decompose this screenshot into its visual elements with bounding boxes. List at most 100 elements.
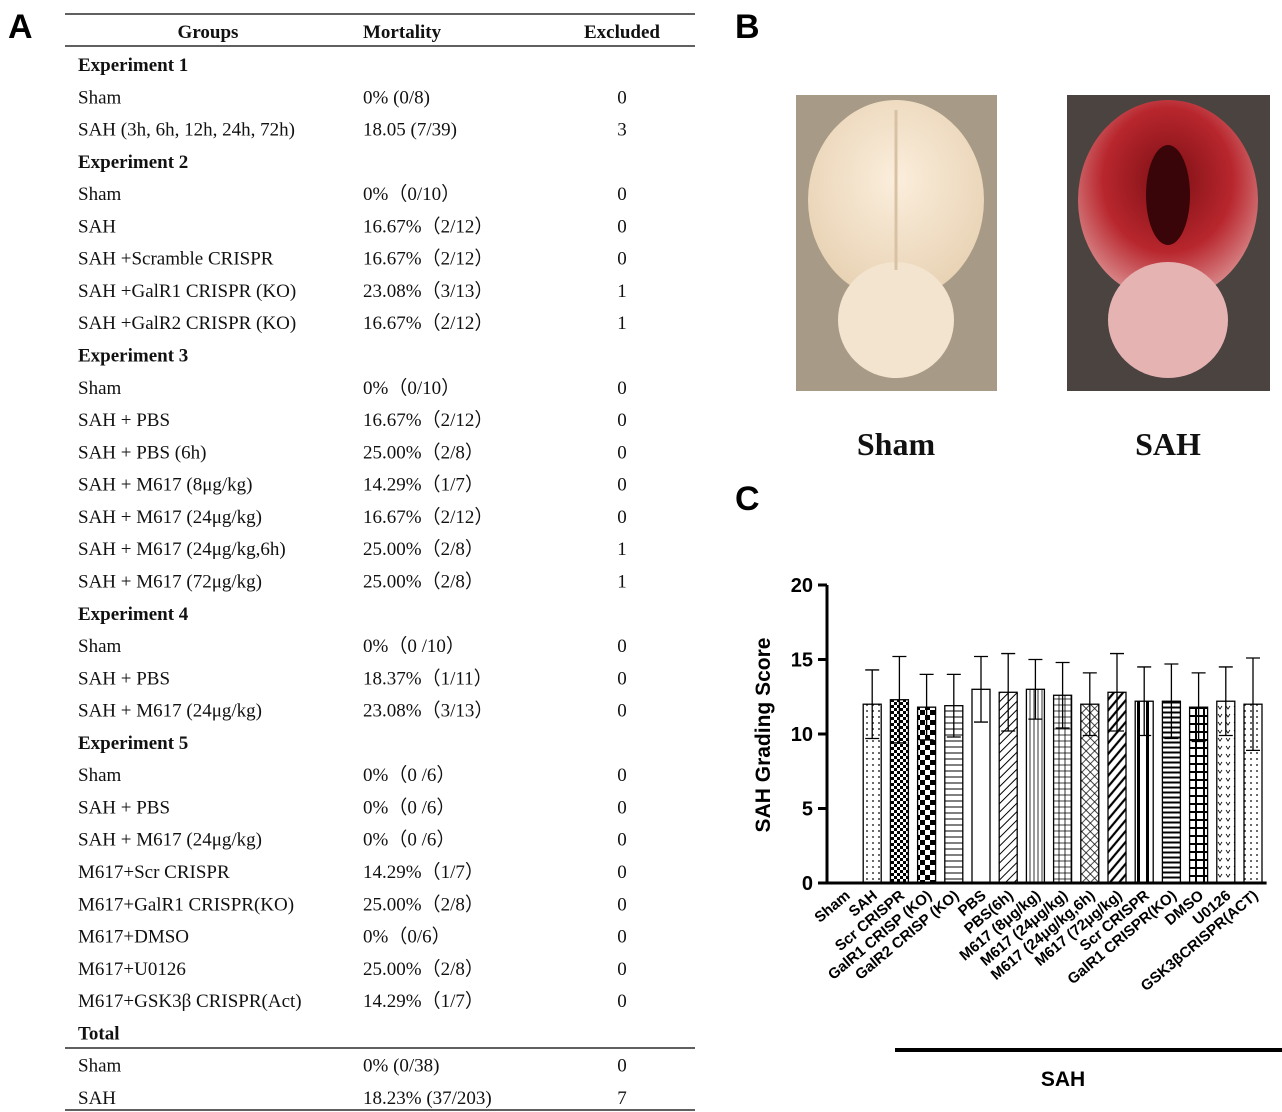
excluded-cell: 0 bbox=[617, 668, 627, 689]
mortality-cell: 18.23% (37/203) bbox=[363, 1088, 492, 1109]
excluded-cell: 0 bbox=[617, 184, 627, 205]
mortality-cell: 25.00%（2/8） bbox=[363, 958, 484, 980]
mortality-cell: 0%（0/10） bbox=[363, 183, 460, 205]
excluded-cell: 1 bbox=[617, 571, 627, 592]
group-cell: SAH + PBS bbox=[78, 410, 170, 431]
mortality-cell: 0% (0/38) bbox=[363, 1056, 440, 1077]
excluded-cell: 0 bbox=[617, 1056, 627, 1077]
y-tick-label: 15 bbox=[791, 650, 813, 672]
group-cell: M617+GalR1 CRISPR(KO) bbox=[78, 894, 294, 915]
mortality-cell: 18.05 (7/39) bbox=[363, 120, 457, 141]
photo-label: SAH bbox=[1135, 426, 1201, 462]
mortality-cell: 14.29%（1/7） bbox=[363, 990, 484, 1012]
group-cell: SAH + M617 (24μg/kg) bbox=[78, 701, 262, 722]
excluded-cell: 0 bbox=[617, 765, 627, 786]
excluded-cell: 0 bbox=[617, 927, 627, 948]
y-tick-label: 0 bbox=[802, 873, 813, 895]
mortality-cell: 16.67%（2/12） bbox=[363, 506, 493, 528]
group-cell: SAH + PBS bbox=[78, 797, 170, 818]
excluded-cell: 0 bbox=[617, 507, 627, 528]
group-cell: SAH +GalR2 CRISPR (KO) bbox=[78, 313, 296, 334]
mortality-cell: 0%（0 /6） bbox=[363, 764, 455, 786]
y-tick-label: 10 bbox=[791, 724, 813, 746]
panel-label: C bbox=[735, 480, 760, 518]
group-cell: SAH + M617 (72μg/kg) bbox=[78, 571, 262, 592]
section-heading: Experiment 4 bbox=[78, 604, 189, 625]
mortality-cell: 25.00%（2/8） bbox=[363, 570, 484, 592]
mortality-cell: 14.29%（1/7） bbox=[363, 861, 484, 883]
group-cell: SAH + M617 (24μg/kg) bbox=[78, 830, 262, 851]
mortality-cell: 0%（0 /6） bbox=[363, 796, 455, 818]
excluded-cell: 0 bbox=[617, 249, 627, 270]
excluded-cell: 1 bbox=[617, 313, 627, 334]
mortality-cell: 23.08%（3/13） bbox=[363, 280, 493, 302]
mortality-cell: 16.67%（2/12） bbox=[363, 248, 493, 270]
group-cell: SAH + M617 (8μg/kg) bbox=[78, 475, 253, 496]
group-cell: SAH bbox=[78, 216, 116, 237]
group-cell: SAH + PBS bbox=[78, 668, 170, 689]
excluded-cell: 3 bbox=[617, 120, 627, 141]
group-cell: SAH +Scramble CRISPR bbox=[78, 249, 274, 270]
section-heading: Experiment 3 bbox=[78, 346, 188, 367]
mortality-cell: 0%（0/6） bbox=[363, 926, 451, 948]
group-cell: SAH +GalR1 CRISPR (KO) bbox=[78, 281, 296, 302]
mortality-cell: 16.67%（2/12） bbox=[363, 409, 493, 431]
section-heading: Experiment 1 bbox=[78, 55, 188, 76]
group-cell: M617+Scr CRISPR bbox=[78, 862, 230, 883]
excluded-cell: 0 bbox=[617, 636, 627, 657]
excluded-cell: 0 bbox=[617, 378, 627, 399]
photo-sham bbox=[796, 95, 997, 391]
mortality-cell: 0%（0 /10） bbox=[363, 635, 465, 657]
group-cell: SAH + M617 (24μg/kg,6h) bbox=[78, 539, 286, 560]
excluded-cell: 0 bbox=[617, 216, 627, 237]
y-tick-label: 20 bbox=[791, 575, 813, 597]
y-axis-label: SAH Grading Score bbox=[752, 638, 775, 833]
mortality-cell: 18.37%（1/11） bbox=[363, 667, 493, 689]
group-cell: Sham bbox=[78, 87, 122, 108]
excluded-cell: 0 bbox=[617, 894, 627, 915]
group-cell: Sham bbox=[78, 184, 122, 205]
excluded-cell: 0 bbox=[617, 410, 627, 431]
excluded-cell: 0 bbox=[617, 830, 627, 851]
excluded-cell: 0 bbox=[617, 87, 627, 108]
group-cell: M617+GSK3β CRISPR(Act) bbox=[78, 991, 302, 1012]
column-header: Excluded bbox=[584, 22, 660, 43]
mortality-cell: 25.00%（2/8） bbox=[363, 538, 484, 560]
mortality-cell: 16.67%（2/12） bbox=[363, 312, 493, 334]
photo-sah bbox=[1067, 95, 1270, 391]
excluded-cell: 0 bbox=[617, 862, 627, 883]
group-cell: SAH + M617 (24μg/kg) bbox=[78, 507, 262, 528]
group-cell: Sham bbox=[78, 765, 122, 786]
excluded-cell: 0 bbox=[617, 959, 627, 980]
panel-label: A bbox=[8, 8, 33, 46]
column-header: Groups bbox=[178, 22, 239, 43]
group-cell: SAH + PBS (6h) bbox=[78, 442, 206, 463]
group-label: SAH bbox=[1041, 1068, 1085, 1091]
group-cell: SAH (3h, 6h, 12h, 24h, 72h) bbox=[78, 120, 295, 141]
photo-label: Sham bbox=[857, 426, 936, 462]
excluded-cell: 0 bbox=[617, 475, 627, 496]
excluded-cell: 0 bbox=[617, 442, 627, 463]
group-cell: M617+DMSO bbox=[78, 927, 189, 948]
section-heading: Experiment 2 bbox=[78, 152, 188, 173]
mortality-cell: 23.08%（3/13） bbox=[363, 700, 493, 722]
chart: SAH Grading Score SAH 05101520ShamSAHScr… bbox=[752, 575, 1282, 1091]
group-cell: Sham bbox=[78, 378, 122, 399]
table: Groups Mortality Excluded Experiment 1 Sh… bbox=[65, 14, 695, 1110]
excluded-cell: 1 bbox=[617, 539, 627, 560]
mortality-cell: 25.00%（2/8） bbox=[363, 441, 484, 463]
mortality-cell: 0%（0 /6） bbox=[363, 829, 455, 851]
excluded-cell: 7 bbox=[617, 1088, 627, 1109]
figure: Groups Mortality Excluded Experiment 1 Sh… bbox=[0, 0, 1282, 1112]
mortality-cell: 25.00%（2/8） bbox=[363, 893, 484, 915]
group-cell: Sham bbox=[78, 636, 122, 657]
column-header: Mortality bbox=[363, 22, 442, 43]
excluded-cell: 0 bbox=[617, 701, 627, 722]
excluded-cell: 0 bbox=[617, 991, 627, 1012]
excluded-cell: 0 bbox=[617, 797, 627, 818]
excluded-cell: 1 bbox=[617, 281, 627, 302]
group-cell: M617+U0126 bbox=[78, 959, 186, 980]
mortality-cell: 0%（0/10） bbox=[363, 377, 460, 399]
section-heading: Experiment 5 bbox=[78, 733, 188, 754]
panel-label: B bbox=[735, 8, 760, 46]
